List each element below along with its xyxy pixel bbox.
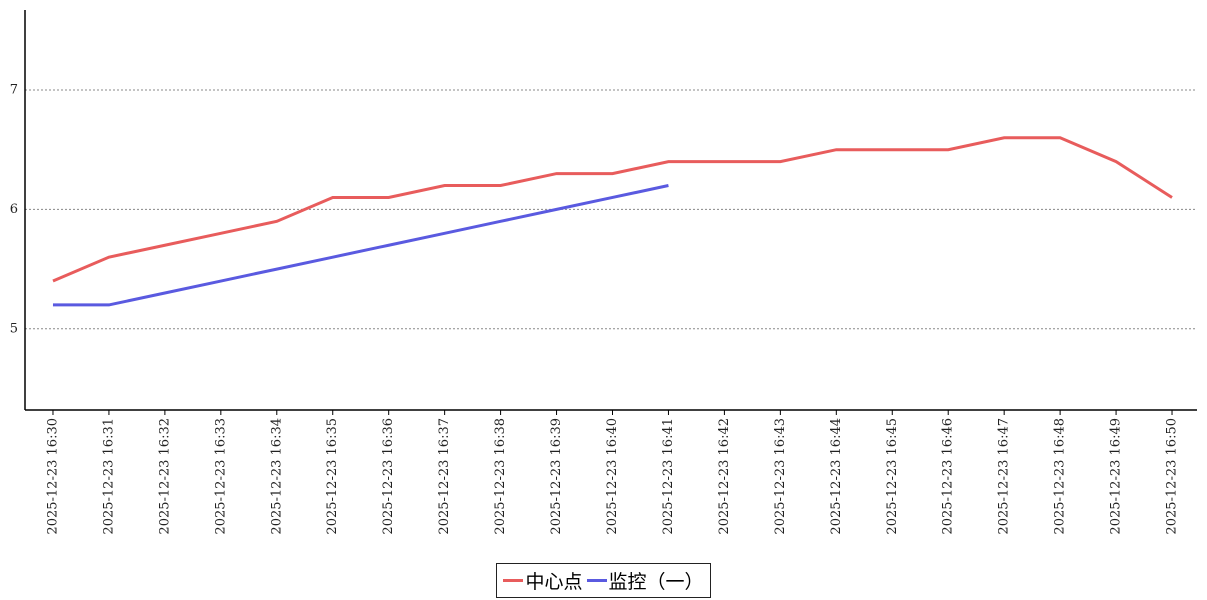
y-tick-label: 7 <box>10 83 18 98</box>
x-tick-label: 2025-12-23 16:50 <box>1165 418 1180 535</box>
x-tick-label: 2025-12-23 16:49 <box>1109 418 1124 535</box>
legend-item[interactable]: 监控（一） <box>586 567 704 594</box>
legend-label: 监控（一） <box>608 571 704 593</box>
series-line <box>52 184 669 307</box>
legend-item[interactable]: 中心点 <box>503 567 583 594</box>
x-tick-label: 2025-12-23 16:38 <box>493 418 508 535</box>
x-tick-label: 2025-12-23 16:46 <box>941 418 956 535</box>
x-tick-label: 2025-12-23 16:44 <box>829 418 844 535</box>
x-tick-label: 2025-12-23 16:43 <box>773 418 788 535</box>
x-tick-label: 2025-12-23 16:32 <box>157 418 172 535</box>
x-tick-label: 2025-12-23 16:30 <box>45 418 60 535</box>
legend-label: 中心点 <box>525 571 583 593</box>
chart: 5 6 7 2025-12-23 16:30 2025-12-23 16:31 2025-… <box>10 10 1197 535</box>
x-tick-label: 2025-12-23 16:34 <box>269 418 284 535</box>
y-tick-label: 5 <box>10 321 18 336</box>
x-tick-label: 2025-12-23 16:42 <box>717 418 732 535</box>
x-tick-label: 2025-12-23 16:37 <box>437 418 452 535</box>
legend: 中心点 监控（一） <box>0 563 1207 598</box>
x-tick-label: 2025-12-23 16:47 <box>997 418 1012 535</box>
x-tick-label: 2025-12-23 16:35 <box>325 418 340 535</box>
x-tick-label: 2025-12-23 16:36 <box>381 418 396 535</box>
x-tick-label: 2025-12-23 16:39 <box>549 418 564 535</box>
x-tick-label: 2025-12-23 16:41 <box>661 418 676 535</box>
x-tick-label: 2025-12-23 16:33 <box>213 418 228 535</box>
x-tick-label: 2025-12-23 16:31 <box>101 418 116 535</box>
x-tick-label: 2025-12-23 16:48 <box>1053 418 1068 535</box>
y-tick-label: 6 <box>10 202 18 217</box>
legend-swatch <box>586 579 607 582</box>
series-line <box>52 136 1173 283</box>
x-tick-label: 2025-12-23 16:45 <box>885 418 900 535</box>
legend-swatch <box>503 579 524 582</box>
legend-box: 中心点 监控（一） <box>496 563 711 598</box>
x-tick-label: 2025-12-23 16:40 <box>605 418 620 535</box>
